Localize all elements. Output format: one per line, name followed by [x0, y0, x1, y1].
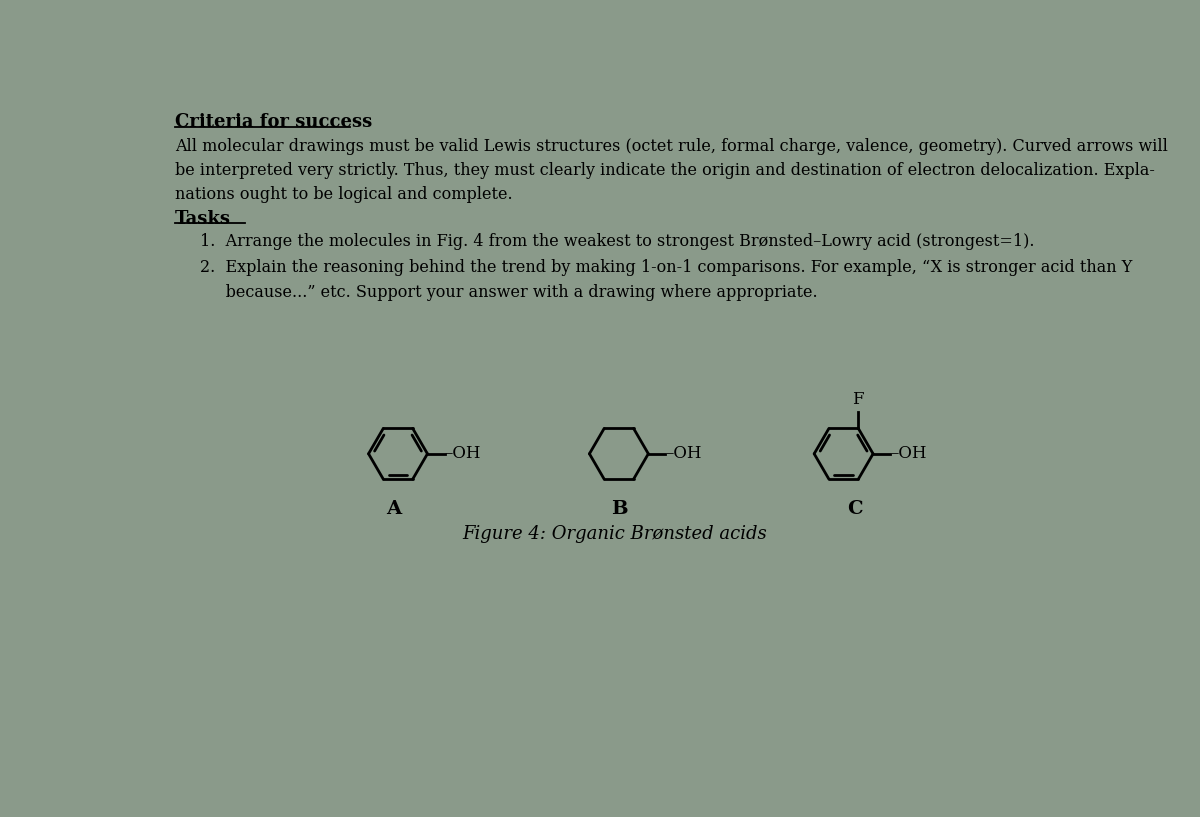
Text: because...” etc. Support your answer with a drawing where appropriate.: because...” etc. Support your answer wit… — [200, 283, 818, 301]
Text: Figure 4: Organic Brønsted acids: Figure 4: Organic Brønsted acids — [463, 525, 767, 543]
Text: C: C — [847, 500, 863, 518]
Text: –OH: –OH — [890, 445, 926, 462]
Text: 2.  Explain the reasoning behind the trend by making 1-on-1 comparisons. For exa: 2. Explain the reasoning behind the tren… — [200, 259, 1133, 276]
Text: Criteria for success: Criteria for success — [175, 114, 372, 132]
Text: 1.  Arrange the molecules in Fig. 4 from the weakest to strongest Brønsted–Lowry: 1. Arrange the molecules in Fig. 4 from … — [200, 233, 1034, 250]
Text: F: F — [852, 391, 864, 408]
Text: –OH: –OH — [665, 445, 702, 462]
Text: Tasks: Tasks — [175, 210, 230, 228]
Text: A: A — [386, 500, 402, 518]
Text: –OH: –OH — [444, 445, 481, 462]
Text: B: B — [611, 500, 628, 518]
Text: All molecular drawings must be valid Lewis structures (octet rule, formal charge: All molecular drawings must be valid Lew… — [175, 138, 1168, 203]
